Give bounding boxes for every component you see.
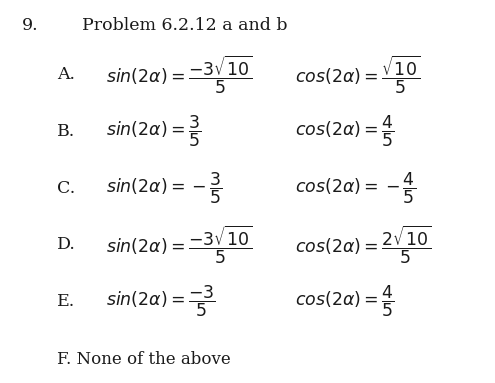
Text: A.: A. [57, 66, 75, 83]
Text: F. None of the above: F. None of the above [57, 352, 231, 368]
Text: $\mathit{sin}(2\alpha) = \dfrac{3}{5}$: $\mathit{sin}(2\alpha) = \dfrac{3}{5}$ [106, 114, 202, 149]
Text: $\mathit{sin}(2\alpha) = \dfrac{-3\sqrt{10}}{5}$: $\mathit{sin}(2\alpha) = \dfrac{-3\sqrt{… [106, 54, 253, 96]
Text: $\mathit{sin}(2\alpha) = -\dfrac{3}{5}$: $\mathit{sin}(2\alpha) = -\dfrac{3}{5}$ [106, 170, 223, 206]
Text: $\mathit{cos}(2\alpha) = -\dfrac{4}{5}$: $\mathit{cos}(2\alpha) = -\dfrac{4}{5}$ [295, 170, 415, 206]
Text: $\mathit{sin}(2\alpha) = \dfrac{-3}{5}$: $\mathit{sin}(2\alpha) = \dfrac{-3}{5}$ [106, 284, 216, 319]
Text: $\mathit{cos}(2\alpha) = \dfrac{\sqrt{10}}{5}$: $\mathit{cos}(2\alpha) = \dfrac{\sqrt{10… [295, 54, 420, 96]
Text: $\mathit{cos}(2\alpha) = \dfrac{4}{5}$: $\mathit{cos}(2\alpha) = \dfrac{4}{5}$ [295, 284, 394, 319]
Text: $\mathit{cos}(2\alpha) = \dfrac{4}{5}$: $\mathit{cos}(2\alpha) = \dfrac{4}{5}$ [295, 114, 394, 149]
Text: $\mathit{sin}(2\alpha) = \dfrac{-3\sqrt{10}}{5}$: $\mathit{sin}(2\alpha) = \dfrac{-3\sqrt{… [106, 224, 253, 266]
Text: Problem 6.2.12 a and b: Problem 6.2.12 a and b [82, 17, 287, 34]
Text: B.: B. [57, 123, 75, 140]
Text: C.: C. [57, 180, 75, 196]
Text: $\mathit{cos}(2\alpha) = \dfrac{2\sqrt{10}}{5}$: $\mathit{cos}(2\alpha) = \dfrac{2\sqrt{1… [295, 224, 431, 266]
Text: E.: E. [57, 293, 75, 310]
Text: D.: D. [57, 236, 76, 253]
Text: 9.: 9. [22, 17, 39, 34]
